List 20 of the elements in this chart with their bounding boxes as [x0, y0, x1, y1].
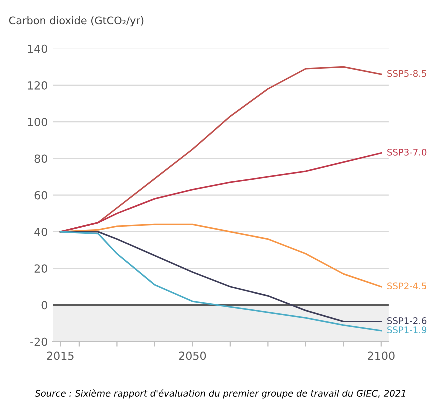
y-tick-label: -20	[30, 338, 48, 346]
x-tick-label: 2015	[47, 352, 74, 360]
y-tick-label: 40	[34, 228, 48, 236]
y-tick-label: 20	[34, 264, 48, 273]
source-note: Source : Sixième rapport d'évaluation du premier groupe de travail du GIEC, 2021	[35, 390, 406, 399]
y-tick-label: 120	[28, 81, 48, 90]
y-tick-label: 140	[28, 44, 48, 54]
y-tick-label: 100	[28, 118, 48, 126]
series-label: SSP3-7.0	[388, 149, 427, 156]
series-label: SSP1-2.6	[388, 318, 427, 324]
series-label: SSP5-8.5	[388, 70, 426, 78]
x-tick-label: 2050	[179, 352, 206, 360]
y-tick-label: 80	[34, 154, 48, 164]
series-label: SSP2-4.5	[388, 282, 426, 290]
y-axis-title: Carbon dioxide (GtCO₂/yr)	[9, 16, 144, 27]
y-tick-label: 60	[34, 191, 48, 200]
x-tick-label: 2100	[368, 352, 395, 360]
line-series	[60, 152, 382, 233]
y-tick-label: 0	[42, 301, 48, 310]
series-label: SSP1-1.9	[388, 326, 427, 334]
